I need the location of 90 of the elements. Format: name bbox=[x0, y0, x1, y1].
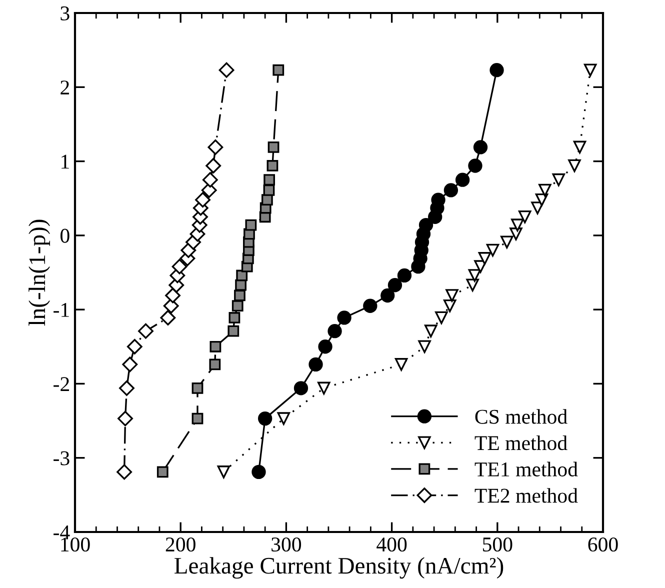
point bbox=[192, 412, 204, 424]
point bbox=[318, 340, 332, 354]
point bbox=[388, 278, 402, 292]
point bbox=[486, 244, 500, 257]
point bbox=[252, 464, 266, 480]
point bbox=[337, 310, 352, 325]
point bbox=[397, 268, 412, 283]
point bbox=[568, 159, 581, 172]
x-tick-label: 200 bbox=[166, 537, 196, 552]
point bbox=[160, 310, 176, 326]
point bbox=[308, 357, 323, 372]
y-tick-label: -3 bbox=[54, 451, 70, 466]
point bbox=[165, 288, 180, 304]
point bbox=[126, 338, 142, 354]
x-tick-label: 500 bbox=[482, 537, 512, 552]
point bbox=[380, 288, 395, 303]
y-tick-label: 3 bbox=[60, 6, 70, 20]
point bbox=[210, 340, 222, 352]
point bbox=[119, 380, 134, 396]
point bbox=[268, 142, 280, 153]
point bbox=[490, 63, 504, 78]
point bbox=[172, 258, 188, 274]
point bbox=[263, 184, 275, 196]
x-tick-label: 400 bbox=[376, 537, 407, 552]
point bbox=[234, 290, 246, 302]
point bbox=[235, 279, 246, 291]
x-tick-label: 600 bbox=[588, 537, 618, 552]
point bbox=[394, 358, 408, 371]
point bbox=[424, 324, 438, 338]
point bbox=[431, 192, 446, 207]
point bbox=[163, 298, 179, 314]
x-tick-label: 100 bbox=[61, 537, 90, 552]
point bbox=[363, 298, 378, 313]
point bbox=[266, 160, 278, 172]
point bbox=[122, 356, 138, 372]
y-tick-label: 0 bbox=[60, 228, 70, 243]
point bbox=[232, 300, 244, 312]
y-axis-title: ln(-ln(1-p)) bbox=[28, 220, 50, 326]
point bbox=[294, 381, 308, 396]
y-tick-label: 2 bbox=[60, 80, 69, 94]
point bbox=[258, 411, 272, 426]
point bbox=[116, 464, 132, 480]
point bbox=[245, 219, 257, 231]
point bbox=[328, 324, 342, 338]
legend-label: TE2 method bbox=[474, 488, 578, 503]
point bbox=[468, 269, 482, 282]
x-tick-label: 300 bbox=[272, 537, 302, 552]
point bbox=[208, 139, 224, 155]
point bbox=[446, 289, 458, 302]
point bbox=[535, 193, 548, 206]
point bbox=[511, 218, 524, 232]
point bbox=[228, 325, 240, 337]
point bbox=[552, 173, 566, 186]
x-axis-title: Leakage Current Density (nA/cm²) bbox=[174, 557, 504, 579]
point bbox=[538, 184, 552, 197]
point bbox=[443, 299, 456, 312]
point bbox=[209, 358, 221, 370]
point bbox=[478, 252, 492, 265]
point bbox=[584, 64, 597, 76]
point bbox=[118, 410, 133, 426]
point bbox=[418, 218, 434, 232]
point bbox=[500, 236, 514, 248]
point bbox=[444, 183, 458, 198]
point bbox=[218, 62, 234, 78]
point bbox=[277, 412, 290, 425]
point bbox=[264, 174, 275, 186]
y-tick-label: -1 bbox=[54, 303, 69, 317]
point bbox=[156, 466, 168, 478]
y-tick-label: -4 bbox=[54, 526, 70, 540]
point bbox=[318, 382, 330, 395]
legend-label: CS method bbox=[475, 409, 568, 424]
point bbox=[468, 158, 482, 173]
point bbox=[217, 466, 230, 478]
point bbox=[138, 323, 154, 339]
point bbox=[195, 192, 210, 208]
point bbox=[272, 64, 284, 76]
point bbox=[202, 172, 218, 188]
point bbox=[455, 172, 470, 187]
point bbox=[473, 140, 488, 154]
point bbox=[206, 158, 222, 174]
point bbox=[192, 382, 204, 394]
legend-label: TE1 method bbox=[474, 462, 578, 476]
point bbox=[435, 311, 448, 324]
point bbox=[573, 140, 586, 154]
y-tick-label: 1 bbox=[62, 154, 69, 169]
point bbox=[228, 312, 240, 324]
point bbox=[518, 210, 532, 224]
point bbox=[418, 340, 431, 354]
legend-label: TE method bbox=[474, 435, 568, 450]
y-tick-label: -2 bbox=[54, 377, 69, 391]
